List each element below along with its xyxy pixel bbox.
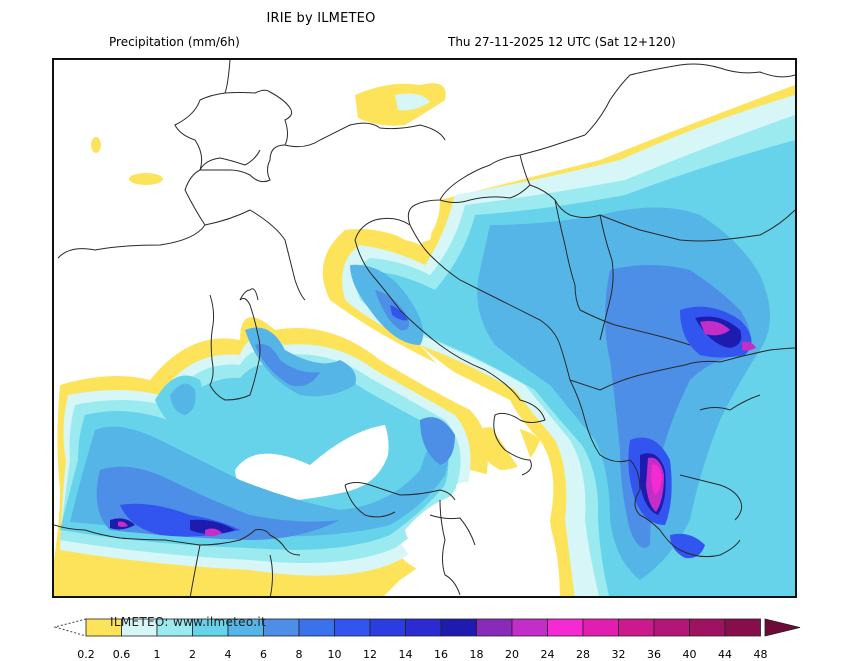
colorbar-tick-label: 6: [260, 648, 267, 661]
colorbar-tick-label: 8: [295, 648, 303, 661]
colorbar-segment: [263, 618, 300, 637]
colorbar-tick-label: 4: [224, 648, 232, 661]
colorbar-tick-label: 18: [469, 648, 484, 661]
watermark: ILMETEO: www.ilmeteo.it: [110, 615, 267, 629]
colorbar-tick-label: 48: [753, 648, 768, 661]
colorbar-tick-label: 0.6: [112, 648, 131, 661]
variable-label: Precipitation (mm/6h): [109, 35, 240, 49]
colorbar-segment: [653, 618, 690, 637]
colorbar-tick-label: 1: [153, 648, 161, 661]
colorbar-segment: [724, 618, 761, 637]
colorbar-tick-label: 40: [682, 648, 697, 661]
colorbar-tick-label: 2: [189, 648, 196, 661]
colorbar-tick-label: 10: [327, 648, 342, 661]
colorbar-tick-label: 16: [434, 648, 448, 661]
colorbar-segment: [689, 618, 726, 637]
colorbar-boxes: [53, 618, 801, 637]
colorbar-tick-label: 0.2: [77, 648, 95, 661]
colorbar-segment: [440, 618, 477, 637]
colorbar-segment: [476, 618, 513, 637]
colorbar-segment: [298, 618, 335, 637]
colorbar-segment: [334, 618, 371, 637]
colorbar-tick-label: 24: [540, 648, 555, 661]
colorbar-segment: [369, 618, 406, 637]
colorbar-segment: [511, 618, 548, 637]
colorbar-tick-label: 14: [398, 648, 413, 661]
precipitation-field: [54, 60, 795, 596]
colorbar-tick-label: 32: [611, 648, 626, 661]
colorbar-tick-label: 12: [363, 648, 377, 661]
colorbar-tick-label: 36: [647, 648, 661, 661]
colorbar-segment: [582, 618, 619, 637]
colorbar-tick-label: 44: [718, 648, 732, 661]
colorbar-segment: [547, 618, 584, 637]
colorbar-segment: [405, 618, 442, 637]
colorbar-tick-label: 20: [505, 648, 519, 661]
precipitation-map: [52, 58, 797, 598]
colorbar-segment: [618, 618, 655, 637]
valid-time-label: Thu 27-11-2025 12 UTC (Sat 12+120): [448, 35, 676, 49]
colorbar-tick-label: 28: [576, 648, 590, 661]
map-title: IRIE by ILMETEO: [266, 11, 376, 26]
